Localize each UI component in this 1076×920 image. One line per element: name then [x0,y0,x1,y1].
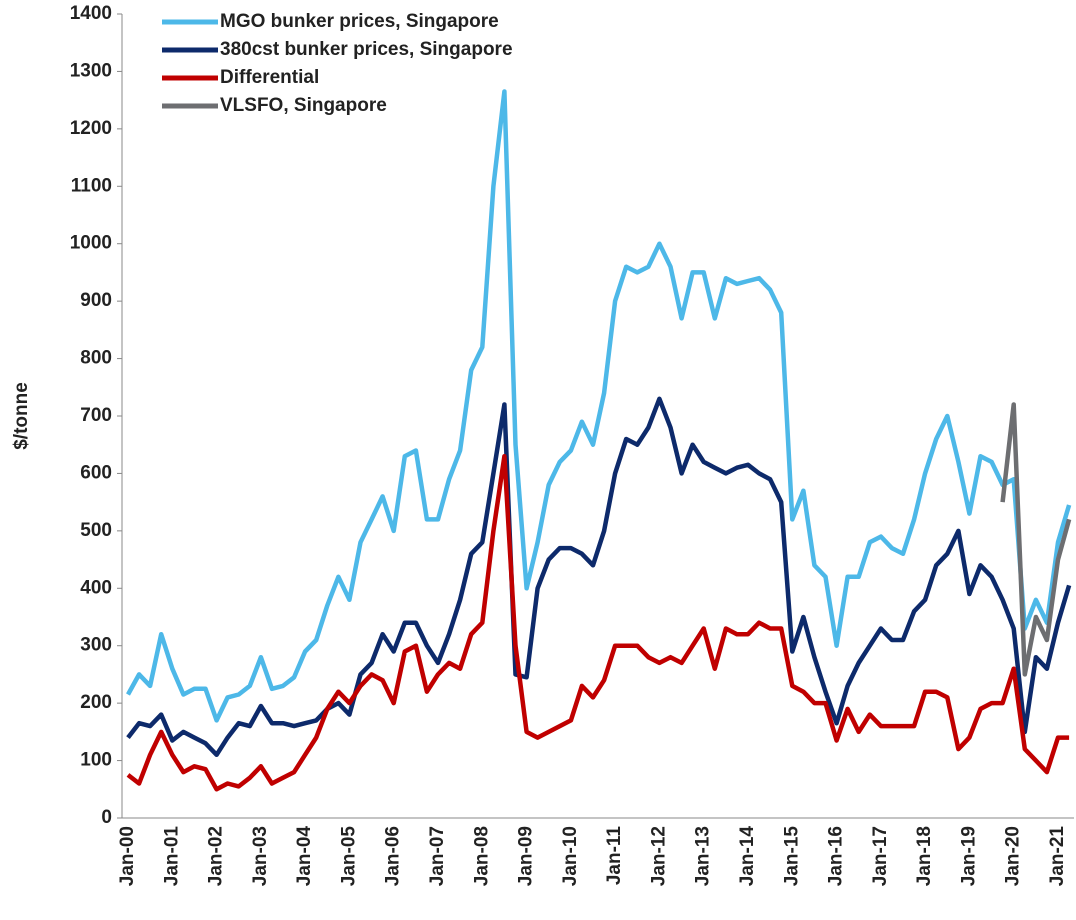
x-tick-label: Jan-11 [604,826,625,886]
y-tick-label: 400 [80,577,112,598]
x-tick-label: Jan-20 [1003,826,1024,886]
x-tick-label: Jan-12 [648,826,669,886]
series-line [126,396,1072,758]
y-tick-label: 100 [80,750,112,771]
y-tick-label: 200 [80,692,112,713]
x-tick-label: Jan-04 [294,826,315,887]
legend-label: Differential [220,67,319,88]
x-tick-label: Jan-19 [958,826,979,886]
x-tick-label: Jan-18 [914,826,935,886]
y-tick-label: 1000 [70,233,112,254]
x-tick-label: Jan-13 [693,826,714,886]
y-tick-label: 800 [80,348,112,369]
x-tick-label: Jan-06 [383,826,404,886]
series-line [126,89,1072,723]
y-tick-label: 700 [80,405,112,426]
legend-label: VLSFO, Singapore [220,95,387,116]
y-tick-label: 600 [80,462,112,483]
x-tick-label: Jan-16 [826,826,847,886]
x-tick-label: Jan-01 [161,826,182,887]
x-tick-label: Jan-14 [737,826,758,887]
y-tick-label: 1100 [71,175,112,196]
x-tick-label: Jan-02 [206,826,227,886]
x-tick-label: Jan-00 [117,826,138,886]
legend-label: MGO bunker prices, Singapore [220,11,499,32]
legend-label: 380cst bunker prices, Singapore [220,39,513,60]
y-tick-label: 900 [80,290,112,311]
series-line [1000,402,1072,677]
y-tick-label: 0 [101,807,112,828]
series-line [126,453,1070,792]
y-tick-label: 1300 [70,60,112,81]
y-tick-label: 500 [80,520,112,541]
y-tick-label: 1400 [70,3,112,24]
x-tick-label: Jan-17 [870,826,891,886]
y-axis-label: $/tonne [11,382,32,450]
y-tick-label: 1200 [70,118,112,139]
x-tick-label: Jan-10 [560,826,581,886]
x-tick-label: Jan-21 [1047,826,1068,887]
x-tick-label: Jan-07 [427,826,448,886]
y-tick-label: 300 [80,635,112,656]
x-tick-label: Jan-08 [471,826,492,886]
x-tick-label: Jan-09 [516,826,537,886]
x-tick-label: Jan-05 [338,826,359,887]
x-tick-label: Jan-15 [781,826,802,887]
x-tick-label: Jan-03 [250,826,271,886]
